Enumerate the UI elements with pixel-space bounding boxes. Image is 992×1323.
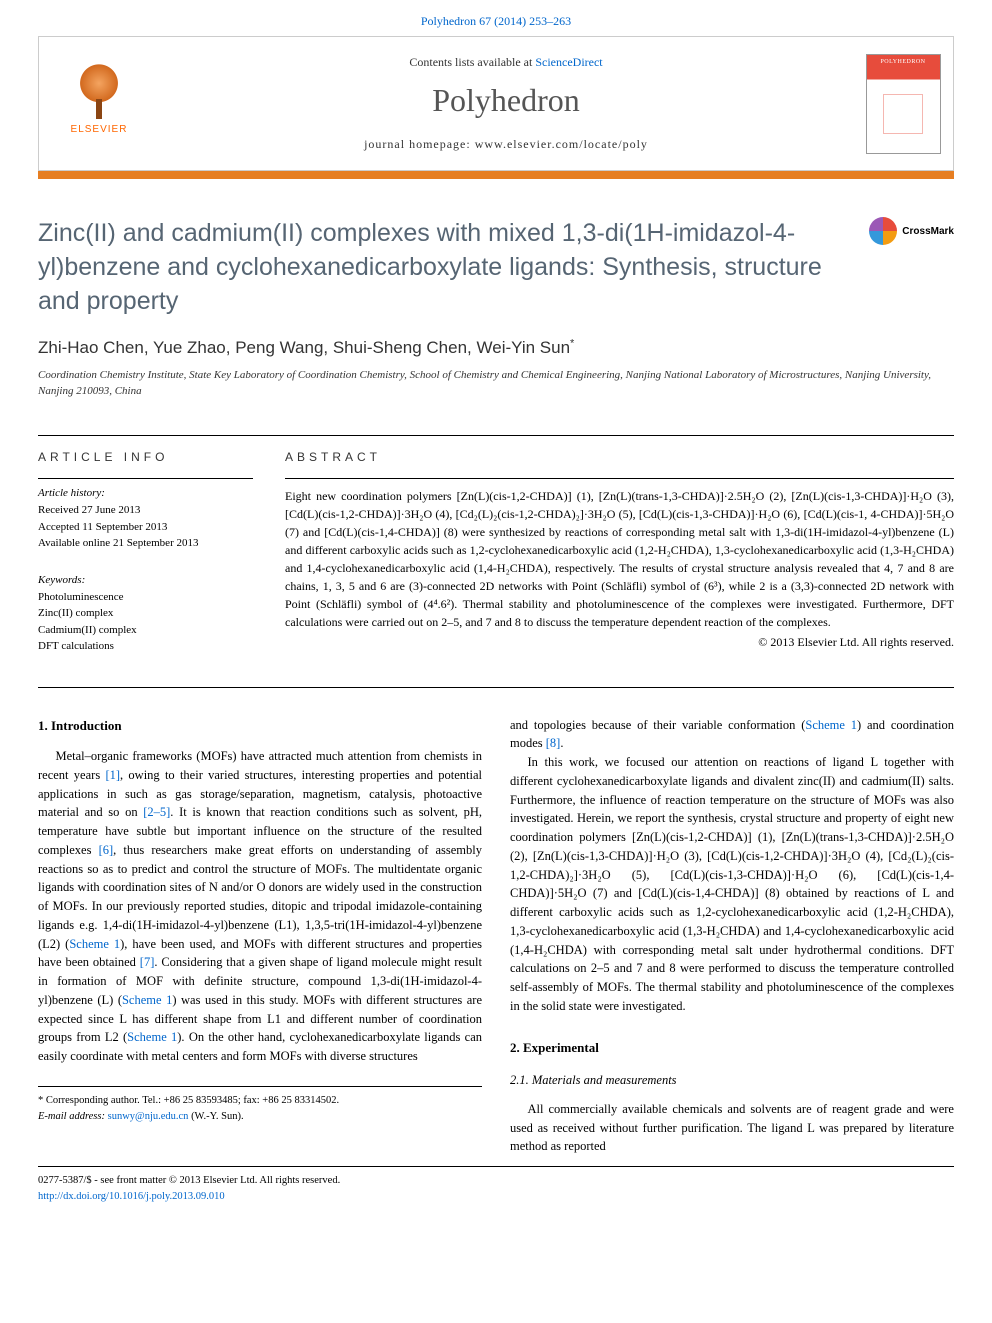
crossmark-icon bbox=[869, 217, 897, 245]
article-info-column: ARTICLE INFO Article history: Received 2… bbox=[38, 450, 253, 669]
body-columns: 1. Introduction Metal–organic frameworks… bbox=[0, 688, 992, 1157]
abstract-heading: ABSTRACT bbox=[285, 450, 954, 464]
elsevier-label: ELSEVIER bbox=[64, 124, 134, 135]
keywords-block: Keywords: Photoluminescence Zinc(II) com… bbox=[38, 566, 253, 655]
sciencedirect-link[interactable]: ScienceDirect bbox=[535, 55, 602, 69]
intro-paragraph-1: Metal–organic frameworks (MOFs) have att… bbox=[38, 747, 482, 1066]
text-run: and topologies because of their variable… bbox=[510, 718, 805, 732]
subsection-2-1-head: 2.1. Materials and measurements bbox=[510, 1071, 954, 1090]
cover-thumbnail-area: POLYHEDRON bbox=[853, 37, 953, 170]
affiliation: Coordination Chemistry Institute, State … bbox=[38, 368, 954, 399]
keyword-2: Zinc(II) complex bbox=[38, 605, 253, 622]
section-1-head: 1. Introduction bbox=[38, 716, 482, 736]
copyright-footer: 0277-5387/$ - see front matter © 2013 El… bbox=[38, 1166, 954, 1205]
accepted-date: Accepted 11 September 2013 bbox=[38, 519, 253, 536]
ref-link-2-5[interactable]: [2–5] bbox=[143, 805, 170, 819]
elsevier-logo: ELSEVIER bbox=[64, 64, 134, 144]
contents-prefix: Contents lists available at bbox=[409, 55, 535, 69]
exp-paragraph-1: All commercially available chemicals and… bbox=[510, 1100, 954, 1156]
cover-label: POLYHEDRON bbox=[867, 59, 940, 65]
orange-divider-bar bbox=[38, 171, 954, 179]
email-line: E-mail address: sunwy@nju.edu.cn (W.-Y. … bbox=[38, 1109, 482, 1125]
banner-center: Contents lists available at ScienceDirec… bbox=[159, 37, 853, 170]
online-date: Available online 21 September 2013 bbox=[38, 535, 253, 552]
scheme-link-1b[interactable]: Scheme 1 bbox=[122, 993, 172, 1007]
crossmark-label: CrossMark bbox=[902, 226, 954, 237]
email-suffix: (W.-Y. Sun). bbox=[188, 1111, 243, 1122]
col2-paragraph-2: In this work, we focused our attention o… bbox=[510, 753, 954, 1016]
scheme-link-1a[interactable]: Scheme 1 bbox=[69, 937, 120, 951]
corresponding-asterisk: * bbox=[570, 338, 574, 350]
keyword-1: Photoluminescence bbox=[38, 589, 253, 606]
front-matter-line: 0277-5387/$ - see front matter © 2013 El… bbox=[38, 1173, 954, 1189]
article-info-heading: ARTICLE INFO bbox=[38, 450, 253, 464]
col2-continuation: and topologies because of their variable… bbox=[510, 716, 954, 754]
ref-link-1[interactable]: [1] bbox=[105, 768, 120, 782]
elsevier-tree-icon bbox=[69, 64, 129, 119]
ref-link-8[interactable]: [8] bbox=[546, 736, 561, 750]
left-column: 1. Introduction Metal–organic frameworks… bbox=[38, 716, 482, 1157]
keyword-3: Cadmium(II) complex bbox=[38, 622, 253, 639]
history-label: Article history: bbox=[38, 487, 253, 499]
scheme-link-1d[interactable]: Scheme 1 bbox=[805, 718, 857, 732]
article-title: Zinc(II) and cadmium(II) complexes with … bbox=[38, 217, 848, 318]
text-run: . bbox=[560, 736, 563, 750]
abstract-column: ABSTRACT Eight new coordination polymers… bbox=[285, 450, 954, 669]
citation-link[interactable]: Polyhedron 67 (2014) 253–263 bbox=[421, 14, 571, 28]
doi-link[interactable]: http://dx.doi.org/10.1016/j.poly.2013.09… bbox=[38, 1191, 225, 1202]
author-list: Zhi-Hao Chen, Yue Zhao, Peng Wang, Shui-… bbox=[38, 338, 954, 358]
authors-text: Zhi-Hao Chen, Yue Zhao, Peng Wang, Shui-… bbox=[38, 338, 570, 357]
email-label: E-mail address: bbox=[38, 1111, 108, 1122]
info-abstract-row: ARTICLE INFO Article history: Received 2… bbox=[0, 436, 992, 669]
homepage-line: journal homepage: www.elsevier.com/locat… bbox=[364, 137, 648, 152]
right-column: and topologies because of their variable… bbox=[510, 716, 954, 1157]
email-link[interactable]: sunwy@nju.edu.cn bbox=[108, 1111, 189, 1122]
received-date: Received 27 June 2013 bbox=[38, 502, 253, 519]
ref-link-7[interactable]: [7] bbox=[140, 955, 155, 969]
scheme-link-1c[interactable]: Scheme 1 bbox=[127, 1030, 177, 1044]
corr-author-line: * Corresponding author. Tel.: +86 25 835… bbox=[38, 1093, 482, 1109]
abstract-text: Eight new coordination polymers [Zn(L)(c… bbox=[285, 478, 954, 631]
abstract-copyright: © 2013 Elsevier Ltd. All rights reserved… bbox=[285, 635, 954, 650]
journal-name: Polyhedron bbox=[432, 82, 580, 119]
contents-line: Contents lists available at ScienceDirec… bbox=[409, 55, 602, 70]
homepage-prefix: journal homepage: bbox=[364, 137, 475, 151]
article-header: CrossMark Zinc(II) and cadmium(II) compl… bbox=[0, 179, 992, 417]
keywords-label: Keywords: bbox=[38, 574, 253, 586]
cover-polyhedron-icon bbox=[883, 94, 923, 134]
ref-link-6[interactable]: [6] bbox=[99, 843, 114, 857]
corresponding-footnote: * Corresponding author. Tel.: +86 25 835… bbox=[38, 1086, 482, 1125]
keyword-4: DFT calculations bbox=[38, 638, 253, 655]
section-2-head: 2. Experimental bbox=[510, 1038, 954, 1058]
journal-banner: ELSEVIER Contents lists available at Sci… bbox=[38, 36, 954, 171]
journal-cover-thumbnail: POLYHEDRON bbox=[866, 54, 941, 154]
history-block: Article history: Received 27 June 2013 A… bbox=[38, 478, 253, 552]
publisher-logo-area: ELSEVIER bbox=[39, 37, 159, 170]
page-citation-header: Polyhedron 67 (2014) 253–263 bbox=[0, 0, 992, 36]
text-run: , thus researchers make great efforts on… bbox=[38, 843, 482, 951]
homepage-url: www.elsevier.com/locate/poly bbox=[475, 137, 648, 151]
crossmark-badge[interactable]: CrossMark bbox=[869, 217, 954, 245]
